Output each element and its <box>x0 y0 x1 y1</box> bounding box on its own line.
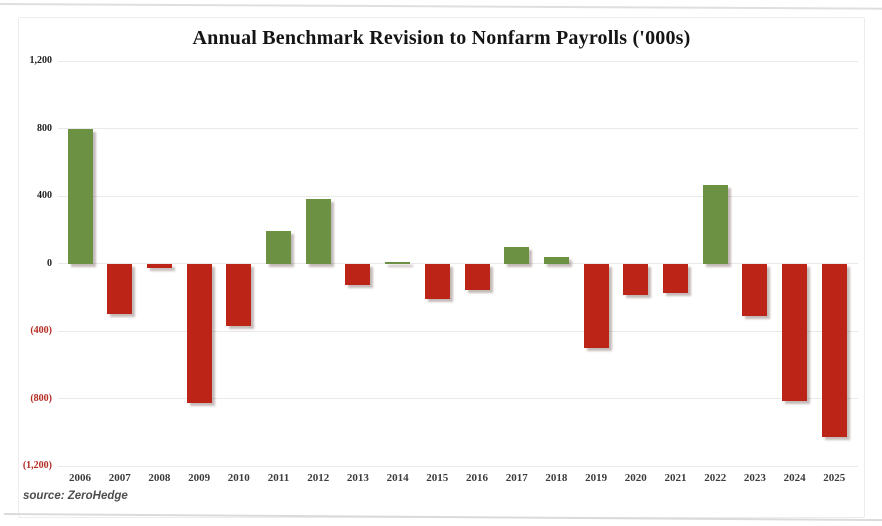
y-tick-400: 400 <box>37 190 52 201</box>
x-tick-2009: 2009 <box>188 472 211 484</box>
x-tick-2007: 2007 <box>108 472 131 484</box>
x-tick-2018: 2018 <box>545 472 568 484</box>
x-tick-2020: 2020 <box>624 472 647 484</box>
bar-2016 <box>464 263 490 290</box>
x-tick-2008: 2008 <box>148 472 171 484</box>
y-axis-tick-labels: 1,200 800 400 0 (400) (800) (1,200) <box>0 55 52 471</box>
bar-2025 <box>821 263 847 438</box>
plot-area <box>58 60 858 467</box>
photo-edge-top <box>0 3 882 10</box>
x-tick-2014: 2014 <box>386 472 409 484</box>
x-tick-2013: 2013 <box>346 472 369 484</box>
bar-2020 <box>623 263 649 295</box>
x-tick-2011: 2011 <box>267 472 290 484</box>
x-tick-2021: 2021 <box>664 472 687 484</box>
bar-2022 <box>702 185 728 264</box>
x-axis-tick-labels: 2006 2007 2008 2009 2010 2011 2012 2013 2014 2015… <box>58 472 858 488</box>
x-tick-2019: 2019 <box>585 472 608 484</box>
bar-2012 <box>305 198 331 264</box>
x-tick-2010: 2010 <box>227 472 250 484</box>
gridline-1200 <box>58 60 858 62</box>
bar-2013 <box>345 263 371 286</box>
bar-2014 <box>385 261 411 264</box>
gridline--1200 <box>58 465 858 467</box>
x-tick-2006: 2006 <box>69 472 91 484</box>
bar-2007 <box>107 263 133 315</box>
x-tick-2017: 2017 <box>505 472 528 484</box>
bar-2021 <box>663 263 688 294</box>
x-tick-2023: 2023 <box>743 472 766 484</box>
y-tick-800: 800 <box>37 122 52 134</box>
y-tick--1200: (1,200) <box>22 460 52 471</box>
bar-2019 <box>583 263 609 348</box>
bar-2018 <box>543 256 569 264</box>
bar-2024 <box>782 263 808 402</box>
bar-2023 <box>742 263 768 316</box>
gridline--400 <box>58 330 858 332</box>
y-tick--400: (400) <box>30 325 52 336</box>
source-credit: source: ZeroHedge <box>23 490 128 502</box>
gridline--800 <box>58 398 858 399</box>
bar-2010 <box>226 263 252 326</box>
bar-2006 <box>67 128 93 264</box>
bar-2009 <box>186 263 212 403</box>
x-tick-2022: 2022 <box>704 472 727 484</box>
bar-2015 <box>424 263 450 299</box>
bar-2008 <box>146 263 172 268</box>
x-tick-2025: 2025 <box>823 472 846 484</box>
x-tick-2012: 2012 <box>307 472 330 484</box>
x-tick-2016: 2016 <box>466 472 488 484</box>
chart-title: Annual Benchmark Revision to Nonfarm Pay… <box>192 27 691 49</box>
x-tick-2024: 2024 <box>783 472 806 484</box>
gridline-400 <box>58 195 858 197</box>
y-tick--800: (800) <box>30 392 52 404</box>
y-tick-1200: 1,200 <box>29 55 53 66</box>
gridline-0 <box>58 263 858 264</box>
y-tick-0: 0 <box>47 257 52 269</box>
gridline-800 <box>58 128 858 129</box>
bar-2011 <box>266 231 291 264</box>
bar-2017 <box>504 247 530 264</box>
x-tick-2015: 2015 <box>426 472 449 484</box>
